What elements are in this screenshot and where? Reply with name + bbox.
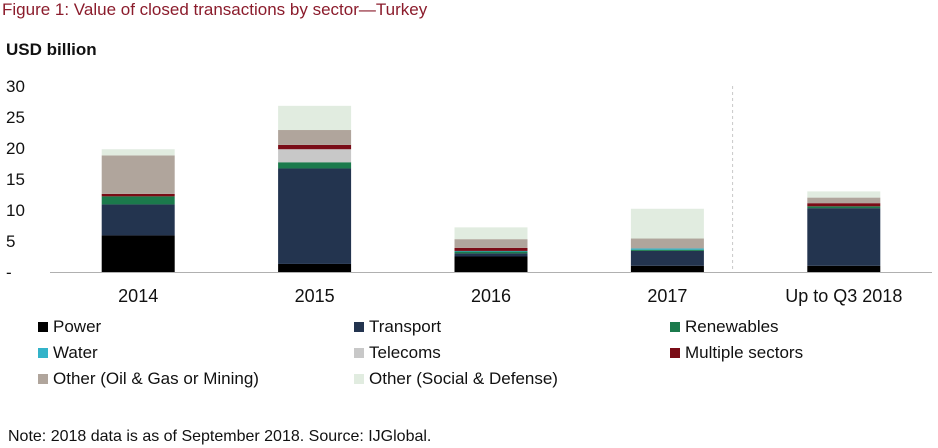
y-tick-label: 20 (6, 139, 25, 158)
bar-segment-water (630, 248, 704, 250)
bar-segment-multiple-sectors (454, 247, 528, 251)
y-tick-label: 10 (6, 201, 25, 220)
y-tick-label: 25 (6, 108, 25, 127)
bar-segment-power (454, 256, 528, 272)
bar-segment-renewables (454, 251, 528, 254)
legend-item: Water (38, 343, 98, 363)
bar-segment-renewables (630, 249, 704, 251)
bar-segment-power (807, 265, 881, 272)
bar-segment-power (630, 265, 704, 272)
legend-swatch (38, 322, 48, 332)
legend-label: Other (Social & Defense) (369, 369, 558, 388)
bar-segment-transport (630, 250, 704, 266)
bar-segment-other-oil-gas-or-mining (278, 130, 352, 145)
bar-segment-other-social-defense (630, 208, 704, 239)
legend-label: Water (53, 343, 98, 362)
bar-segment-other-oil-gas-or-mining (454, 239, 528, 248)
y-tick-label: - (6, 263, 12, 282)
legend-label: Renewables (685, 317, 779, 336)
bar-segment-power (101, 235, 175, 272)
legend-label: Power (53, 317, 102, 336)
legend-swatch (354, 348, 364, 358)
legend-label: Telecoms (369, 343, 441, 362)
y-tick-label: 5 (6, 232, 15, 251)
footnote: Note: 2018 data is as of September 2018.… (8, 428, 432, 445)
y-tick-label: 15 (6, 170, 25, 189)
chart-legend: Power Transport Renewables Water Telecoms Mul… (38, 317, 938, 397)
bar-segment-transport (101, 204, 175, 236)
legend-item: Renewables (670, 317, 779, 337)
legend-label: Other (Oil & Gas or Mining) (53, 369, 259, 388)
figure-title: Figure 1: Value of closed transactions b… (2, 0, 428, 19)
bar-segment-power (278, 263, 352, 272)
bar-segment-other-oil-gas-or-mining (101, 155, 175, 194)
x-tick-label: 2014 (118, 286, 158, 306)
legend-item: Transport (354, 317, 441, 337)
legend-item: Other (Social & Defense) (354, 369, 558, 389)
x-tick-label: 2017 (647, 286, 687, 306)
bar-segment-multiple-sectors (101, 193, 175, 197)
legend-label: Multiple sectors (685, 343, 804, 362)
bar-segment-telecoms (278, 149, 352, 163)
bar-segment-other-social-defense (278, 105, 352, 131)
bar-segment-water (454, 250, 528, 252)
legend-label: Transport (369, 317, 442, 336)
bar-segment-renewables (807, 206, 881, 209)
x-tick-label: 2016 (471, 286, 511, 306)
bar-segment-other-social-defense (454, 227, 528, 240)
legend-swatch (38, 374, 48, 384)
bar-segment-other-social-defense (101, 149, 175, 156)
legend-swatch (354, 322, 364, 332)
legend-swatch (38, 348, 48, 358)
bar-segment-renewables (278, 162, 352, 169)
x-tick-label: 2015 (295, 286, 335, 306)
bar-segment-multiple-sectors (807, 203, 881, 207)
legend-item: Telecoms (354, 343, 441, 363)
bar-segment-other-social-defense (807, 191, 881, 198)
bar-segment-transport (807, 208, 881, 266)
legend-swatch (670, 348, 680, 358)
bar-segment-renewables (101, 196, 175, 205)
bar-segment-other-oil-gas-or-mining (807, 197, 881, 204)
y-tick-label: 30 (6, 77, 25, 96)
y-axis-unit-label: USD billion (6, 40, 97, 59)
legend-item: Multiple sectors (670, 343, 803, 363)
legend-item: Power (38, 317, 101, 337)
legend-swatch (354, 374, 364, 384)
bar-segment-transport (454, 253, 528, 257)
legend-swatch (670, 322, 680, 332)
legend-item: Other (Oil & Gas or Mining) (38, 369, 259, 389)
bar-segment-multiple-sectors (278, 144, 352, 150)
bar-segment-transport (278, 168, 352, 264)
bar-segment-other-oil-gas-or-mining (630, 238, 704, 249)
x-tick-label: Up to Q3 2018 (785, 286, 902, 306)
stacked-bar-chart: - 5 10 15 20 25 30 2014 2015 2016 2017 Up to Q3 201… (6, 77, 932, 306)
